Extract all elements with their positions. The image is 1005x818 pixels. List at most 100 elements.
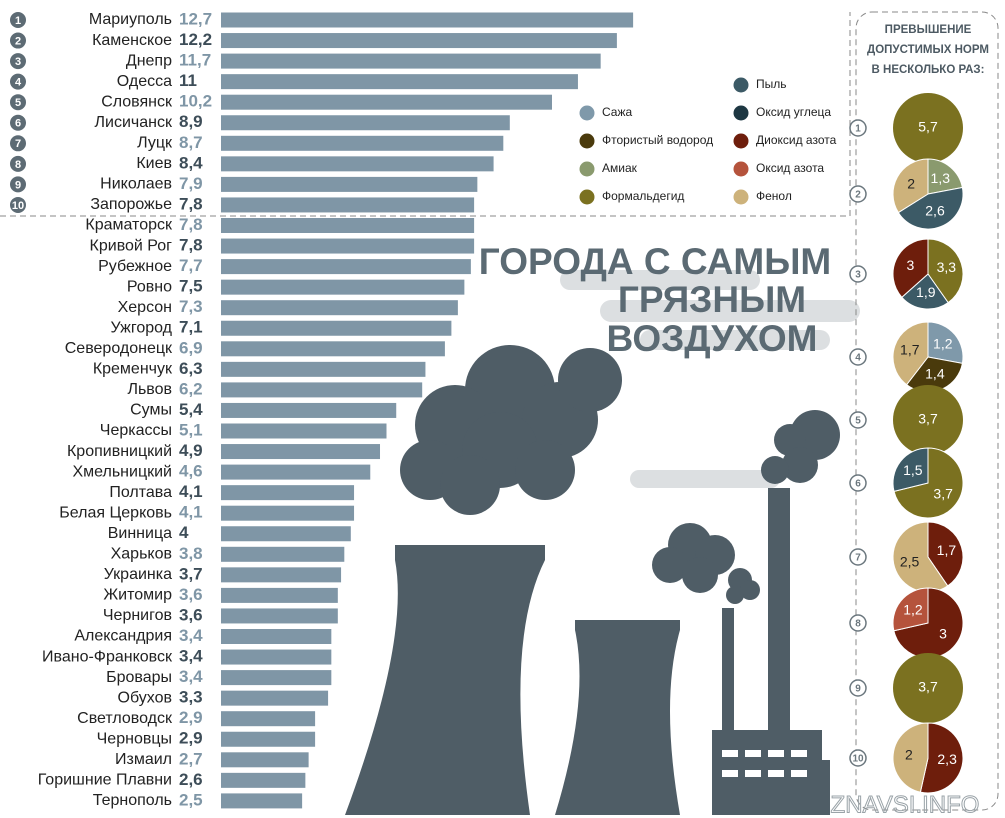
value-label: 5,1 [179, 420, 203, 439]
value-label: 7,5 [179, 277, 203, 296]
slice-label: 1,7 [900, 341, 920, 357]
bar [221, 320, 452, 336]
rank-label: 7 [15, 138, 21, 150]
pie-slice [927, 521, 964, 587]
chart-title: ВОЗДУХОМ [607, 318, 818, 359]
bar [221, 423, 387, 439]
value-label: 2,9 [179, 708, 203, 727]
rank-badge [10, 155, 26, 172]
bar [221, 94, 552, 110]
slice-label: 3,3 [937, 259, 957, 275]
value-label: 2,9 [179, 729, 203, 748]
bar [221, 156, 494, 172]
pie-slice [927, 158, 963, 195]
value-label: 7,8 [179, 215, 203, 234]
bar [221, 135, 504, 151]
category-label: Харьков [111, 546, 172, 563]
pie-title: В НЕСКОЛЬКО РАЗ: [872, 64, 985, 76]
pie-slice [892, 587, 929, 632]
category-label: Житомир [103, 587, 172, 604]
rank-label: 10 [12, 200, 24, 212]
pie-slice [893, 93, 963, 163]
rank-label: 1 [855, 124, 861, 135]
chart-title: ГОРОДА С САМЫМ [479, 241, 832, 282]
value-label: 3,4 [179, 667, 203, 686]
category-label: Запорожье [90, 196, 172, 213]
legend-marker [579, 133, 595, 149]
value-label: 7,8 [179, 236, 203, 255]
value-label: 4,9 [179, 441, 203, 460]
bar [221, 53, 601, 69]
category-label: Черкассы [100, 422, 172, 439]
category-label: Белая Церковь [59, 504, 172, 521]
rank-badge [10, 12, 26, 28]
slice-label: 2,3 [937, 751, 957, 767]
bar [221, 115, 510, 131]
slice-label: 3,7 [918, 411, 938, 427]
category-label: Хмельницкий [72, 463, 172, 480]
legend-label: Оксид азота [756, 161, 824, 175]
bar [221, 238, 475, 254]
rank-badge [849, 614, 867, 632]
pie-slice [919, 722, 964, 794]
pie-slice [927, 238, 964, 304]
category-label: Тернополь [93, 792, 172, 809]
rank-label: 5 [15, 97, 21, 109]
category-label: Кропивницкий [67, 443, 172, 460]
value-label: 2,6 [179, 770, 203, 789]
category-label: Сумы [130, 402, 172, 419]
category-label: Винница [108, 525, 172, 542]
bar [221, 176, 478, 192]
rank-label: 2 [15, 35, 21, 47]
category-label: Ужгород [111, 319, 173, 336]
bar [221, 505, 355, 521]
rank-label: 9 [15, 179, 21, 191]
value-label: 3,4 [179, 647, 203, 666]
rank-badge [10, 73, 26, 90]
value-label: 6,2 [179, 379, 203, 398]
rank-badge [10, 32, 26, 49]
factory-windows [722, 750, 807, 777]
value-label: 7,7 [179, 256, 203, 275]
value-label: 7,1 [179, 318, 203, 337]
category-label: Киев [136, 155, 172, 172]
legend-marker [733, 105, 749, 121]
category-label: Северодонецк [65, 340, 173, 357]
category-label: Кременчук [93, 361, 173, 378]
pie-slice [892, 447, 929, 492]
value-label: 3,3 [179, 688, 203, 707]
rank-badge [849, 679, 867, 697]
pie-slice [893, 385, 963, 455]
bar [221, 752, 309, 768]
bar [221, 567, 342, 583]
value-label: 3,6 [179, 585, 203, 604]
legend-label: Амиак [602, 161, 638, 175]
slice-label: 1,9 [916, 284, 936, 300]
rank-badge [849, 749, 867, 767]
rank-badge [849, 119, 867, 137]
slice-label: 2,5 [900, 553, 920, 569]
bar [221, 587, 338, 603]
bar [221, 546, 345, 562]
legend-marker [579, 161, 595, 177]
rank-label: 3 [15, 56, 21, 68]
slice-label: 1,3 [931, 170, 951, 186]
legend-label: Оксид углеца [756, 105, 831, 119]
slice-label: 1,2 [933, 335, 953, 351]
pie-title: ПРЕВЫШЕНИЕ [885, 24, 972, 36]
value-label: 3,7 [179, 564, 203, 583]
category-label: Ровно [127, 278, 172, 295]
rank-label: 4 [15, 77, 22, 89]
legend-marker [733, 161, 749, 177]
legend-label: Фенол [756, 189, 792, 203]
category-label: Александрия [74, 628, 172, 645]
bar [221, 731, 316, 747]
rank-label: 10 [852, 754, 864, 765]
pie-slice [893, 653, 963, 723]
bar [221, 690, 329, 706]
legend-label: Фтористый водород [602, 133, 713, 147]
bar [221, 33, 617, 49]
rank-badge [849, 474, 867, 492]
rank-label: 4 [855, 353, 861, 364]
